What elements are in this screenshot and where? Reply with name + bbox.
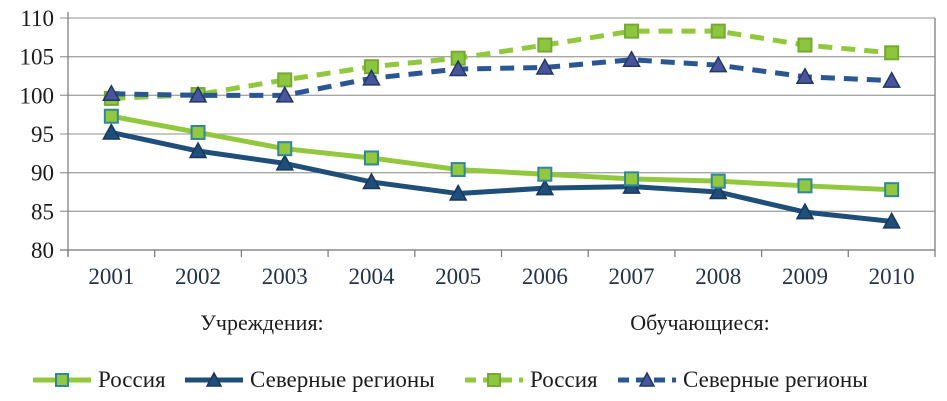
series-3-marker-triangle <box>535 57 555 75</box>
x-tick-label-2002: 2002 <box>175 264 221 289</box>
y-tick-label-95: 95 <box>31 122 54 147</box>
series-2-marker-square <box>624 23 640 39</box>
series-1-marker-triangle <box>882 211 901 229</box>
series-3-marker-triangle <box>795 67 815 85</box>
series-3-marker-triangle <box>882 71 901 88</box>
series-2-marker-square <box>797 37 813 53</box>
y-tick-label-85: 85 <box>31 199 54 224</box>
chart-legend: Россия Северные регионы Россия Северные рег… <box>0 362 947 398</box>
series-0-marker-square <box>624 171 640 187</box>
series-1-marker-triangle <box>535 178 555 196</box>
series-1-marker-triangle <box>102 122 121 140</box>
line-chart-plot: 80 85 90 95 100 105 110 2001 2002 2003 2004 2005 200… <box>20 6 936 289</box>
y-tick-label-100: 100 <box>20 83 55 108</box>
x-tick-label-2003: 2003 <box>262 264 308 289</box>
series-1-marker-triangle <box>188 141 208 159</box>
series-0-marker-square <box>450 162 466 178</box>
x-tick-label-2006: 2006 <box>522 264 568 289</box>
y-tick-label-80: 80 <box>31 238 54 263</box>
legend-swatch-solid-square <box>33 373 91 387</box>
series-1-marker-triangle <box>795 202 815 220</box>
series-1-marker-triangle <box>708 182 728 200</box>
x-tick-label-2009: 2009 <box>782 264 828 289</box>
x-tick-label-2008: 2008 <box>695 264 741 289</box>
series-0-marker-square <box>537 166 553 182</box>
series-1-marker-triangle <box>448 183 468 201</box>
x-tick-label-2007: 2007 <box>609 264 655 289</box>
series-2-marker-square <box>884 45 900 61</box>
series-line-Обучающиеся-Северные регионы <box>111 57 892 98</box>
series-3-marker-triangle <box>102 84 121 102</box>
x-tick-label-2004: 2004 <box>348 264 395 289</box>
series-line-Учреждения-Россия <box>110 113 892 193</box>
legend-item-Обучающиеся-Северные регионы: Северные регионы <box>618 362 868 398</box>
series-0-marker-square <box>190 124 206 140</box>
legend-label: Северные регионы <box>250 367 435 392</box>
y-tick-label-90: 90 <box>31 161 54 186</box>
series-line-Обучающиеся-Россия <box>111 28 892 101</box>
series-3-marker-triangle <box>622 50 641 68</box>
series-3-marker-triangle <box>188 85 208 103</box>
legend-label: Россия <box>530 367 598 392</box>
series-3-marker-triangle <box>275 85 295 103</box>
series-0-marker-square <box>277 141 293 157</box>
group-label-students: Обучающиеся: <box>630 310 770 335</box>
x-tick-label-2010: 2010 <box>869 264 915 289</box>
y-tick-label-105: 105 <box>20 45 55 70</box>
x-tick-label-2005: 2005 <box>435 264 481 289</box>
y-tick-label-110: 110 <box>20 6 54 31</box>
series-3-marker-triangle <box>448 59 468 77</box>
series-line-Учреждения-Северные регионы <box>110 130 892 224</box>
legend-swatch-dashed-triangle <box>618 371 676 387</box>
series-0-marker-square <box>363 150 379 166</box>
legend-item-Обучающиеся-Россия: Россия <box>465 362 598 398</box>
series-2-marker-square <box>277 72 293 88</box>
legend-swatch-dashed-square <box>465 373 523 387</box>
group-label-institutions: Учреждения: <box>200 310 324 335</box>
series-3-marker-triangle <box>362 68 381 86</box>
legend-item-Учреждения-Северные регионы: Северные регионы <box>185 362 435 398</box>
series-2-marker-square <box>537 37 553 53</box>
series-0-marker-square <box>797 178 813 194</box>
series-0-marker-square <box>884 182 900 198</box>
legend-item-Учреждения-Россия: Россия <box>33 362 166 398</box>
legend-label: Россия <box>98 367 166 392</box>
legend-label: Северные регионы <box>683 367 868 392</box>
series-1-marker-triangle <box>362 172 381 190</box>
series-2-marker-square <box>710 23 726 39</box>
legend-swatch-solid-triangle <box>185 371 243 387</box>
series-0-marker-square <box>710 173 726 189</box>
x-tick-label-2001: 2001 <box>88 264 134 289</box>
series-3-marker-triangle <box>708 55 728 73</box>
series-1-marker-triangle <box>275 153 295 171</box>
series-0-marker-square <box>103 108 119 124</box>
